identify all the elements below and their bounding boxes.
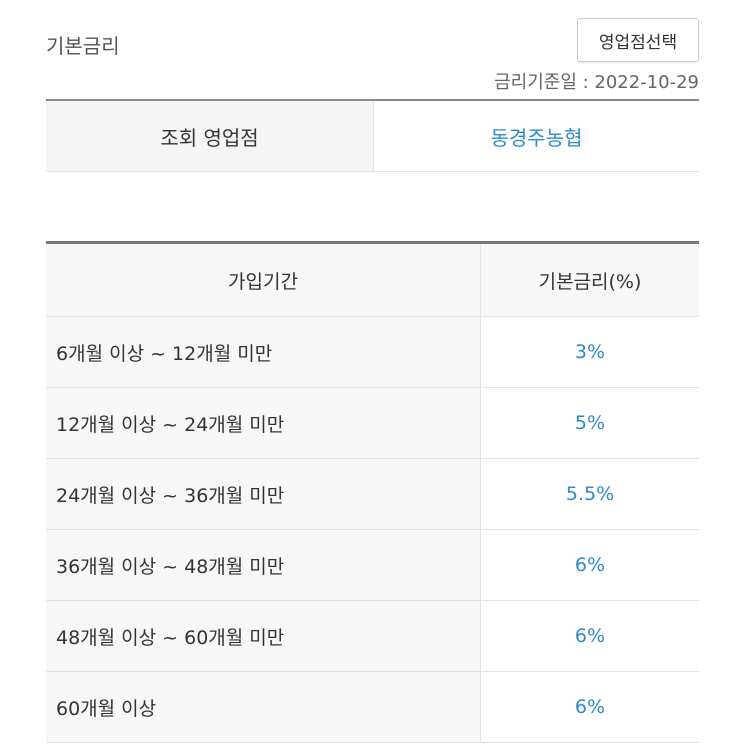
table-row: 36개월 이상 ~ 48개월 미만 6% xyxy=(46,529,699,601)
period-cell: 48개월 이상 ~ 60개월 미만 xyxy=(46,600,481,672)
rate-cell: 6% xyxy=(480,529,699,601)
period-cell: 36개월 이상 ~ 48개월 미만 xyxy=(46,529,481,601)
period-cell: 6개월 이상 ~ 12개월 미만 xyxy=(46,316,481,388)
rate-table: 가입기간 기본금리(%) 6개월 이상 ~ 12개월 미만 3% 12개월 이상 ~… xyxy=(46,241,699,743)
table-row: 6개월 이상 ~ 12개월 미만 3% xyxy=(46,316,699,388)
rate-cell: 5.5% xyxy=(480,458,699,530)
period-cell: 12개월 이상 ~ 24개월 미만 xyxy=(46,387,481,459)
table-row: 60개월 이상 6% xyxy=(46,671,699,743)
rate-cell: 3% xyxy=(480,316,699,388)
header-rate: 기본금리(%) xyxy=(480,242,699,317)
rate-cell: 5% xyxy=(480,387,699,459)
period-cell: 60개월 이상 xyxy=(46,671,481,743)
period-cell: 24개월 이상 ~ 36개월 미만 xyxy=(46,458,481,530)
table-row: 48개월 이상 ~ 60개월 미만 6% xyxy=(46,600,699,672)
rate-cell: 6% xyxy=(480,671,699,743)
page-title: 기본금리 xyxy=(46,34,120,58)
branch-value: 동경주농협 xyxy=(490,125,583,150)
table-row: 12개월 이상 ~ 24개월 미만 5% xyxy=(46,387,699,459)
branch-info: 조회 영업점 동경주농협 xyxy=(46,99,699,172)
branch-label: 조회 영업점 xyxy=(46,101,374,171)
rate-date: 금리기준일 : 2022-10-29 xyxy=(494,72,699,93)
header-period: 가입기간 xyxy=(46,242,481,317)
select-branch-button[interactable]: 영업점선택 xyxy=(577,18,699,62)
table-header: 가입기간 기본금리(%) xyxy=(46,242,699,317)
rate-cell: 6% xyxy=(480,600,699,672)
table-row: 24개월 이상 ~ 36개월 미만 5.5% xyxy=(46,458,699,530)
